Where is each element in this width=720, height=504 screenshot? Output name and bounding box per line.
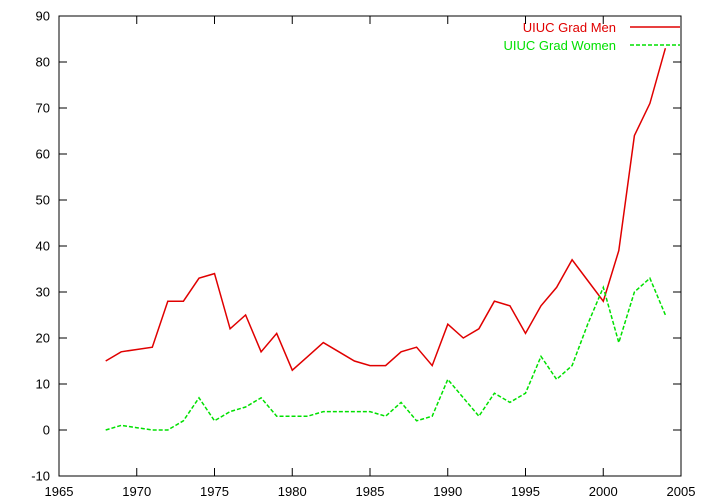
y-tick-label: 80 bbox=[36, 55, 50, 70]
legend: UIUC Grad Men UIUC Grad Women bbox=[504, 20, 680, 53]
legend-label-uiuc-grad-women: UIUC Grad Women bbox=[504, 38, 616, 53]
x-tick-label: 1970 bbox=[122, 484, 151, 499]
x-tick-label: 2005 bbox=[667, 484, 696, 499]
x-tick-label: 1980 bbox=[278, 484, 307, 499]
axes: -10 0 10 20 30 40 50 60 70 80 90 1965 1970 1975 1980 19… bbox=[31, 9, 695, 500]
y-tick-label: 60 bbox=[36, 147, 50, 162]
plot-frame bbox=[58, 15, 682, 477]
x-tick-label: 1990 bbox=[433, 484, 462, 499]
y-tick-label: 20 bbox=[36, 331, 50, 346]
y-tick-label: 50 bbox=[36, 193, 50, 208]
y-tick-label: -10 bbox=[31, 469, 50, 484]
x-tick-label: 1965 bbox=[45, 484, 74, 499]
x-tick-label: 1985 bbox=[356, 484, 385, 499]
series-line-uiuc-grad-men bbox=[105, 47, 667, 372]
y-tick-label: 30 bbox=[36, 285, 50, 300]
series-line-uiuc-grad-women bbox=[105, 276, 667, 431]
y-tick-label: 10 bbox=[36, 377, 50, 392]
x-tick-label: 1975 bbox=[200, 484, 229, 499]
y-tick-label: 90 bbox=[36, 9, 50, 24]
legend-label-uiuc-grad-men: UIUC Grad Men bbox=[523, 20, 616, 35]
y-tick-label: 70 bbox=[36, 101, 50, 116]
y-tick-label: 40 bbox=[36, 239, 50, 254]
x-tick-label: 2000 bbox=[589, 484, 618, 499]
series-layer bbox=[105, 47, 667, 431]
x-tick-label: 1995 bbox=[511, 484, 540, 499]
y-tick-label: 0 bbox=[43, 423, 50, 438]
